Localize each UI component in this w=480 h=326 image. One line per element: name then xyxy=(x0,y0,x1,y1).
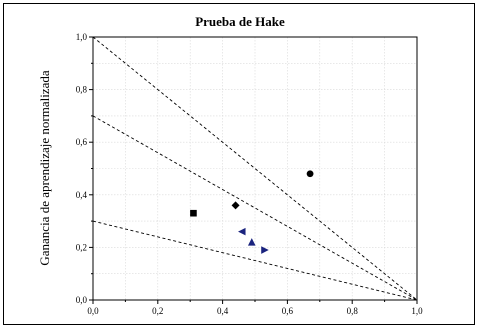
reference-lines xyxy=(92,36,418,301)
y-tick-label: 0,4 xyxy=(76,190,88,200)
y-tick-label: 1,0 xyxy=(76,32,88,42)
marker-triangle-left xyxy=(238,227,246,236)
x-tick-label: 0,4 xyxy=(217,306,229,316)
reference-line xyxy=(92,220,418,301)
x-tick-label: 0,8 xyxy=(347,306,359,316)
marker-triangle-right xyxy=(261,246,269,254)
ticks: 0,0 0,2 0,4 0,6 0,8 1,0 0,0 0,2 0,4 0,6 0,8 1,0 xyxy=(76,32,423,316)
data-points xyxy=(190,170,314,254)
y-tick-label: 0,2 xyxy=(76,242,87,252)
reference-line xyxy=(92,36,418,301)
x-tick-label: 0,0 xyxy=(87,306,99,316)
y-tick-label: 0,8 xyxy=(76,85,88,95)
marker-circle xyxy=(306,170,314,178)
reference-line xyxy=(92,115,418,301)
y-tick-label: 0,6 xyxy=(76,137,88,147)
chart-title: Prueba de Hake xyxy=(195,14,285,29)
marker-square xyxy=(190,209,197,217)
x-tick-label: 0,6 xyxy=(282,306,294,316)
marker-diamond xyxy=(231,201,240,210)
chart-frame xyxy=(3,3,475,325)
marker-triangle-up xyxy=(247,238,256,246)
y-tick-label: 0,0 xyxy=(76,295,88,305)
x-tick-label: 1,0 xyxy=(411,306,423,316)
x-tick-label: 0,2 xyxy=(152,306,163,316)
grid xyxy=(93,37,417,300)
